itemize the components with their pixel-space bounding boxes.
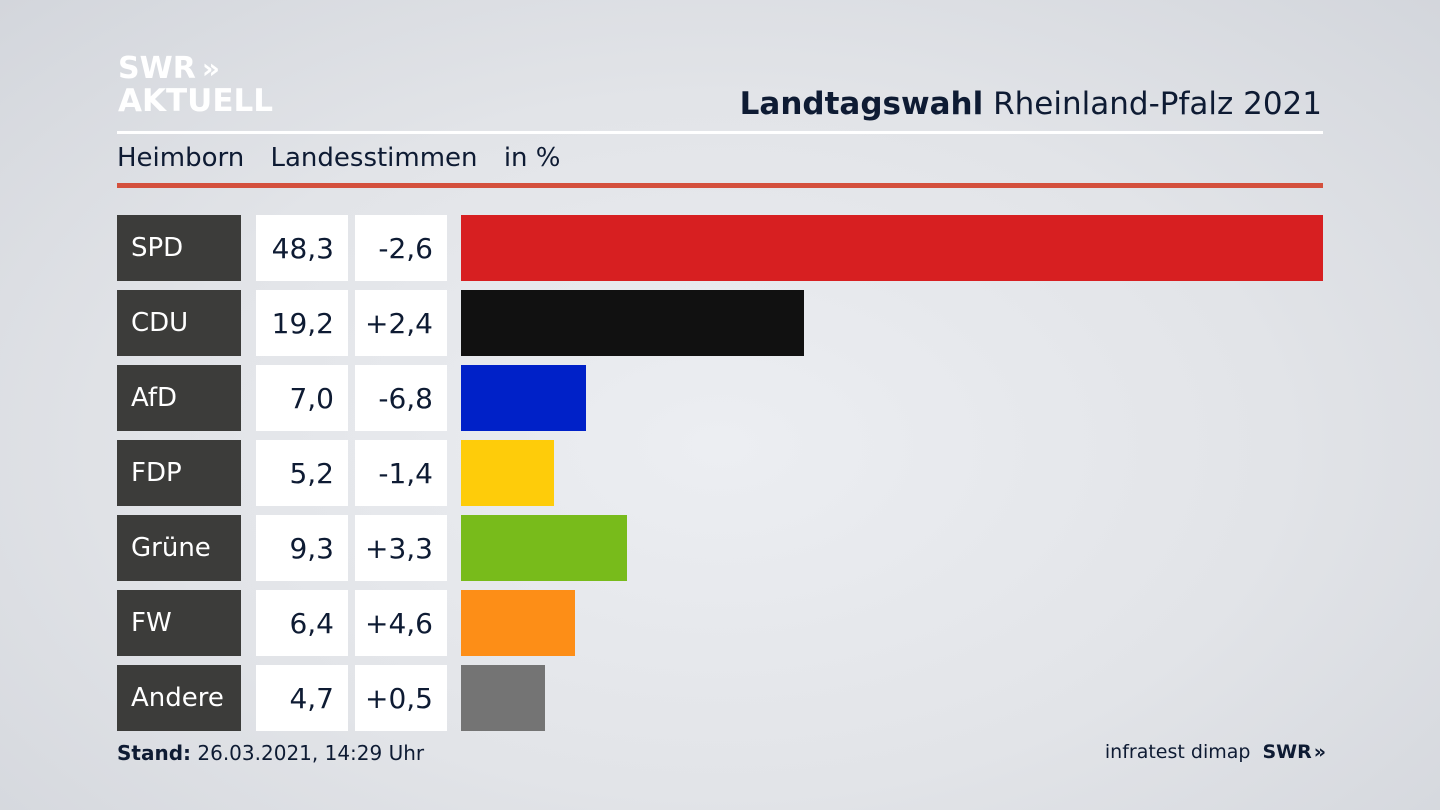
- vote-change-label: -6,8: [355, 365, 447, 431]
- swr-chevron-icon: »: [1313, 741, 1326, 763]
- party-label: AfD: [117, 365, 241, 431]
- party-label: CDU: [117, 290, 241, 356]
- stand-label: Stand:: [117, 741, 192, 765]
- swr-brand: SWR»: [1262, 741, 1326, 763]
- vote-share-label: 19,2: [256, 290, 348, 356]
- bar: [461, 290, 804, 356]
- vote-share-label: 6,4: [256, 590, 348, 656]
- source-label: infratest dimap: [1104, 741, 1251, 763]
- header-divider: [117, 131, 1323, 134]
- subheader-place: Heimborn: [117, 143, 245, 173]
- accent-divider: [117, 183, 1323, 188]
- bar: [461, 440, 554, 506]
- vote-share-label: 5,2: [256, 440, 348, 506]
- party-label: Grüne: [117, 515, 241, 581]
- vote-change-label: +0,5: [355, 665, 447, 731]
- title-bold: Landtagswahl: [739, 86, 984, 122]
- vote-share-label: 48,3: [256, 215, 348, 281]
- logo-aktuell: AKTUELL: [118, 83, 274, 119]
- logo-swr: SWR: [118, 51, 196, 86]
- bar: [461, 215, 1323, 281]
- swr-aktuell-logo: SWR» AKTUELL: [118, 54, 273, 117]
- bar: [461, 515, 627, 581]
- vote-change-label: +2,4: [355, 290, 447, 356]
- stand-value: 26.03.2021, 14:29 Uhr: [197, 741, 425, 765]
- timestamp: Stand: 26.03.2021, 14:29 Uhr: [117, 741, 424, 765]
- title-rest: Rheinland-Pfalz 2021: [993, 86, 1322, 122]
- party-label: FW: [117, 590, 241, 656]
- logo-chevron-icon: »: [201, 52, 220, 85]
- vote-change-label: -2,6: [355, 215, 447, 281]
- vote-change-label: +4,6: [355, 590, 447, 656]
- subheader-type: Landesstimmen: [270, 143, 478, 173]
- subheader: Heimborn Landesstimmen in %: [117, 143, 578, 173]
- source-credit: infratest dimap SWR»: [1104, 741, 1326, 763]
- vote-share-label: 4,7: [256, 665, 348, 731]
- bar: [461, 590, 575, 656]
- party-label: SPD: [117, 215, 241, 281]
- bar: [461, 665, 545, 731]
- vote-change-label: +3,3: [355, 515, 447, 581]
- vote-share-label: 9,3: [256, 515, 348, 581]
- swr-brand-text: SWR: [1262, 741, 1312, 763]
- subheader-unit: in %: [503, 143, 561, 173]
- bar: [461, 365, 586, 431]
- page-title: Landtagswahl Rheinland-Pfalz 2021: [740, 86, 1322, 122]
- vote-share-label: 7,0: [256, 365, 348, 431]
- vote-change-label: -1,4: [355, 440, 447, 506]
- party-label: Andere: [117, 665, 241, 731]
- party-label: FDP: [117, 440, 241, 506]
